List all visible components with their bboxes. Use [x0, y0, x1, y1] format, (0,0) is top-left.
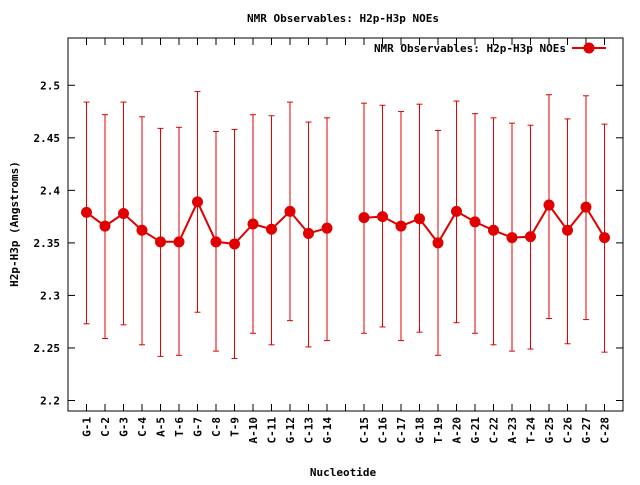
legend: NMR Observables: H2p-H3p NOEs: [374, 42, 606, 55]
plot-frame: [67, 37, 624, 412]
legend-marker: [583, 42, 595, 54]
x-tick-label: C-26: [562, 417, 575, 444]
data-point: [229, 238, 240, 250]
x-tick-label: T-6: [173, 417, 186, 437]
chart-title: NMR Observables: H2p-H3p NOEs: [247, 12, 439, 25]
x-tick-label: C-8: [210, 417, 223, 437]
data-point: [377, 211, 388, 223]
y-tick-label: 2.2: [40, 394, 60, 407]
data-point: [284, 205, 296, 217]
x-tick-label: G-21: [469, 417, 482, 444]
data-point: [358, 212, 370, 224]
data-point: [432, 237, 444, 249]
data-point: [599, 232, 610, 244]
plot-area: 2.2 2.25 2.3 2.35 2.4 2.45 2.5 G-1 C-2 G-3 C-4 A-5 T…: [34, 37, 624, 444]
x-tick-label: C-11: [266, 417, 279, 444]
data-point: [321, 222, 333, 234]
x-tick-label: A-10: [247, 417, 260, 444]
y-tick-label: 2.45: [34, 132, 61, 145]
x-tick-label: T-9: [229, 417, 242, 437]
legend-label: NMR Observables: H2p-H3p NOEs: [374, 42, 566, 55]
x-tick-label: C-16: [377, 417, 390, 444]
data-point: [247, 218, 259, 230]
y-tick-label: 2.35: [34, 237, 61, 250]
x-tick-label: C-22: [488, 417, 501, 444]
data-point: [118, 207, 129, 219]
x-tick-label: A-20: [451, 417, 464, 444]
x-tick-label: G-7: [192, 417, 205, 437]
x-tick-label: G-3: [118, 417, 131, 437]
data-point: [469, 216, 481, 228]
x-tick-label: C-15: [358, 417, 371, 444]
data-point: [155, 236, 166, 248]
data-point: [210, 236, 222, 248]
y-tick-label: 2.4: [40, 184, 60, 197]
data-point: [303, 227, 314, 239]
data-point: [99, 220, 111, 232]
y-axis-label: H2p-H3p (Angstroms): [8, 161, 21, 287]
x-axis-label: Nucleotide: [310, 466, 377, 479]
x-tick-label: A-23: [506, 417, 519, 444]
data-point: [266, 223, 277, 235]
x-tick-label: G-25: [543, 417, 556, 444]
data-point: [81, 206, 92, 218]
data-point: [414, 213, 425, 225]
x-tick-label: G-1: [81, 417, 94, 437]
x-tick-label: C-4: [136, 417, 149, 437]
data-point: [562, 224, 573, 236]
y-tick-label: 2.5: [40, 79, 60, 92]
x-tick-label: G-14: [321, 417, 334, 444]
data-point: [488, 224, 499, 236]
x-tick-label: G-18: [414, 417, 427, 444]
data-point: [136, 224, 148, 236]
data-point: [525, 231, 536, 243]
data-point: [395, 220, 407, 232]
data-point: [451, 205, 462, 217]
x-tick-label: G-27: [580, 417, 593, 444]
x-tick-label: C-13: [303, 417, 316, 444]
x-tick-label: C-2: [99, 417, 112, 437]
x-tick-label: A-5: [155, 417, 168, 437]
x-tick-label: C-28: [599, 417, 612, 444]
x-tick-label: T-24: [525, 417, 538, 444]
x-tick-label: T-19: [432, 417, 445, 444]
data-point: [580, 201, 592, 213]
y-tick-label: 2.25: [34, 342, 61, 355]
data-point: [506, 232, 518, 244]
x-tick-label: G-12: [284, 417, 297, 444]
data-point: [192, 196, 203, 208]
data-point: [173, 236, 185, 248]
data-point: [543, 199, 555, 211]
y-tick-label: 2.3: [40, 289, 60, 302]
x-tick-label: C-17: [395, 417, 408, 444]
